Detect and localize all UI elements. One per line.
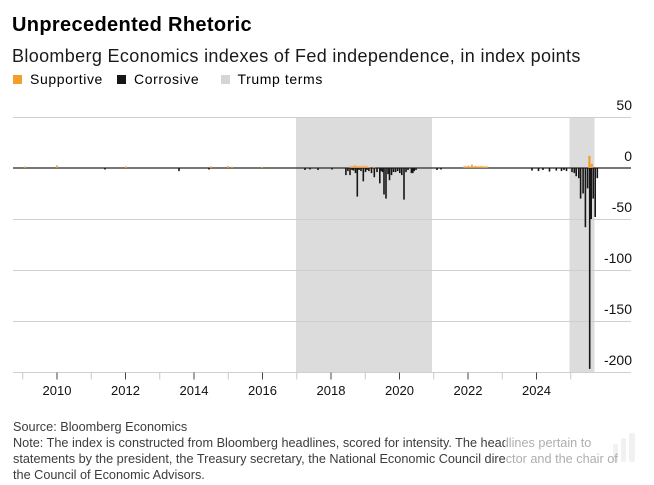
svg-text:-200: -200 (604, 352, 632, 368)
svg-text:2018: 2018 (317, 383, 346, 398)
svg-text:2010: 2010 (43, 383, 72, 398)
svg-text:2022: 2022 (454, 383, 483, 398)
svg-text:50: 50 (616, 97, 632, 113)
svg-text:2014: 2014 (180, 383, 209, 398)
svg-text:2020: 2020 (385, 383, 414, 398)
svg-text:-100: -100 (604, 250, 632, 266)
svg-text:2016: 2016 (248, 383, 277, 398)
svg-text:-150: -150 (604, 301, 632, 317)
svg-text:0: 0 (624, 148, 632, 164)
svg-text:-50: -50 (612, 199, 632, 215)
svg-text:2012: 2012 (111, 383, 140, 398)
svg-text:2024: 2024 (522, 383, 551, 398)
